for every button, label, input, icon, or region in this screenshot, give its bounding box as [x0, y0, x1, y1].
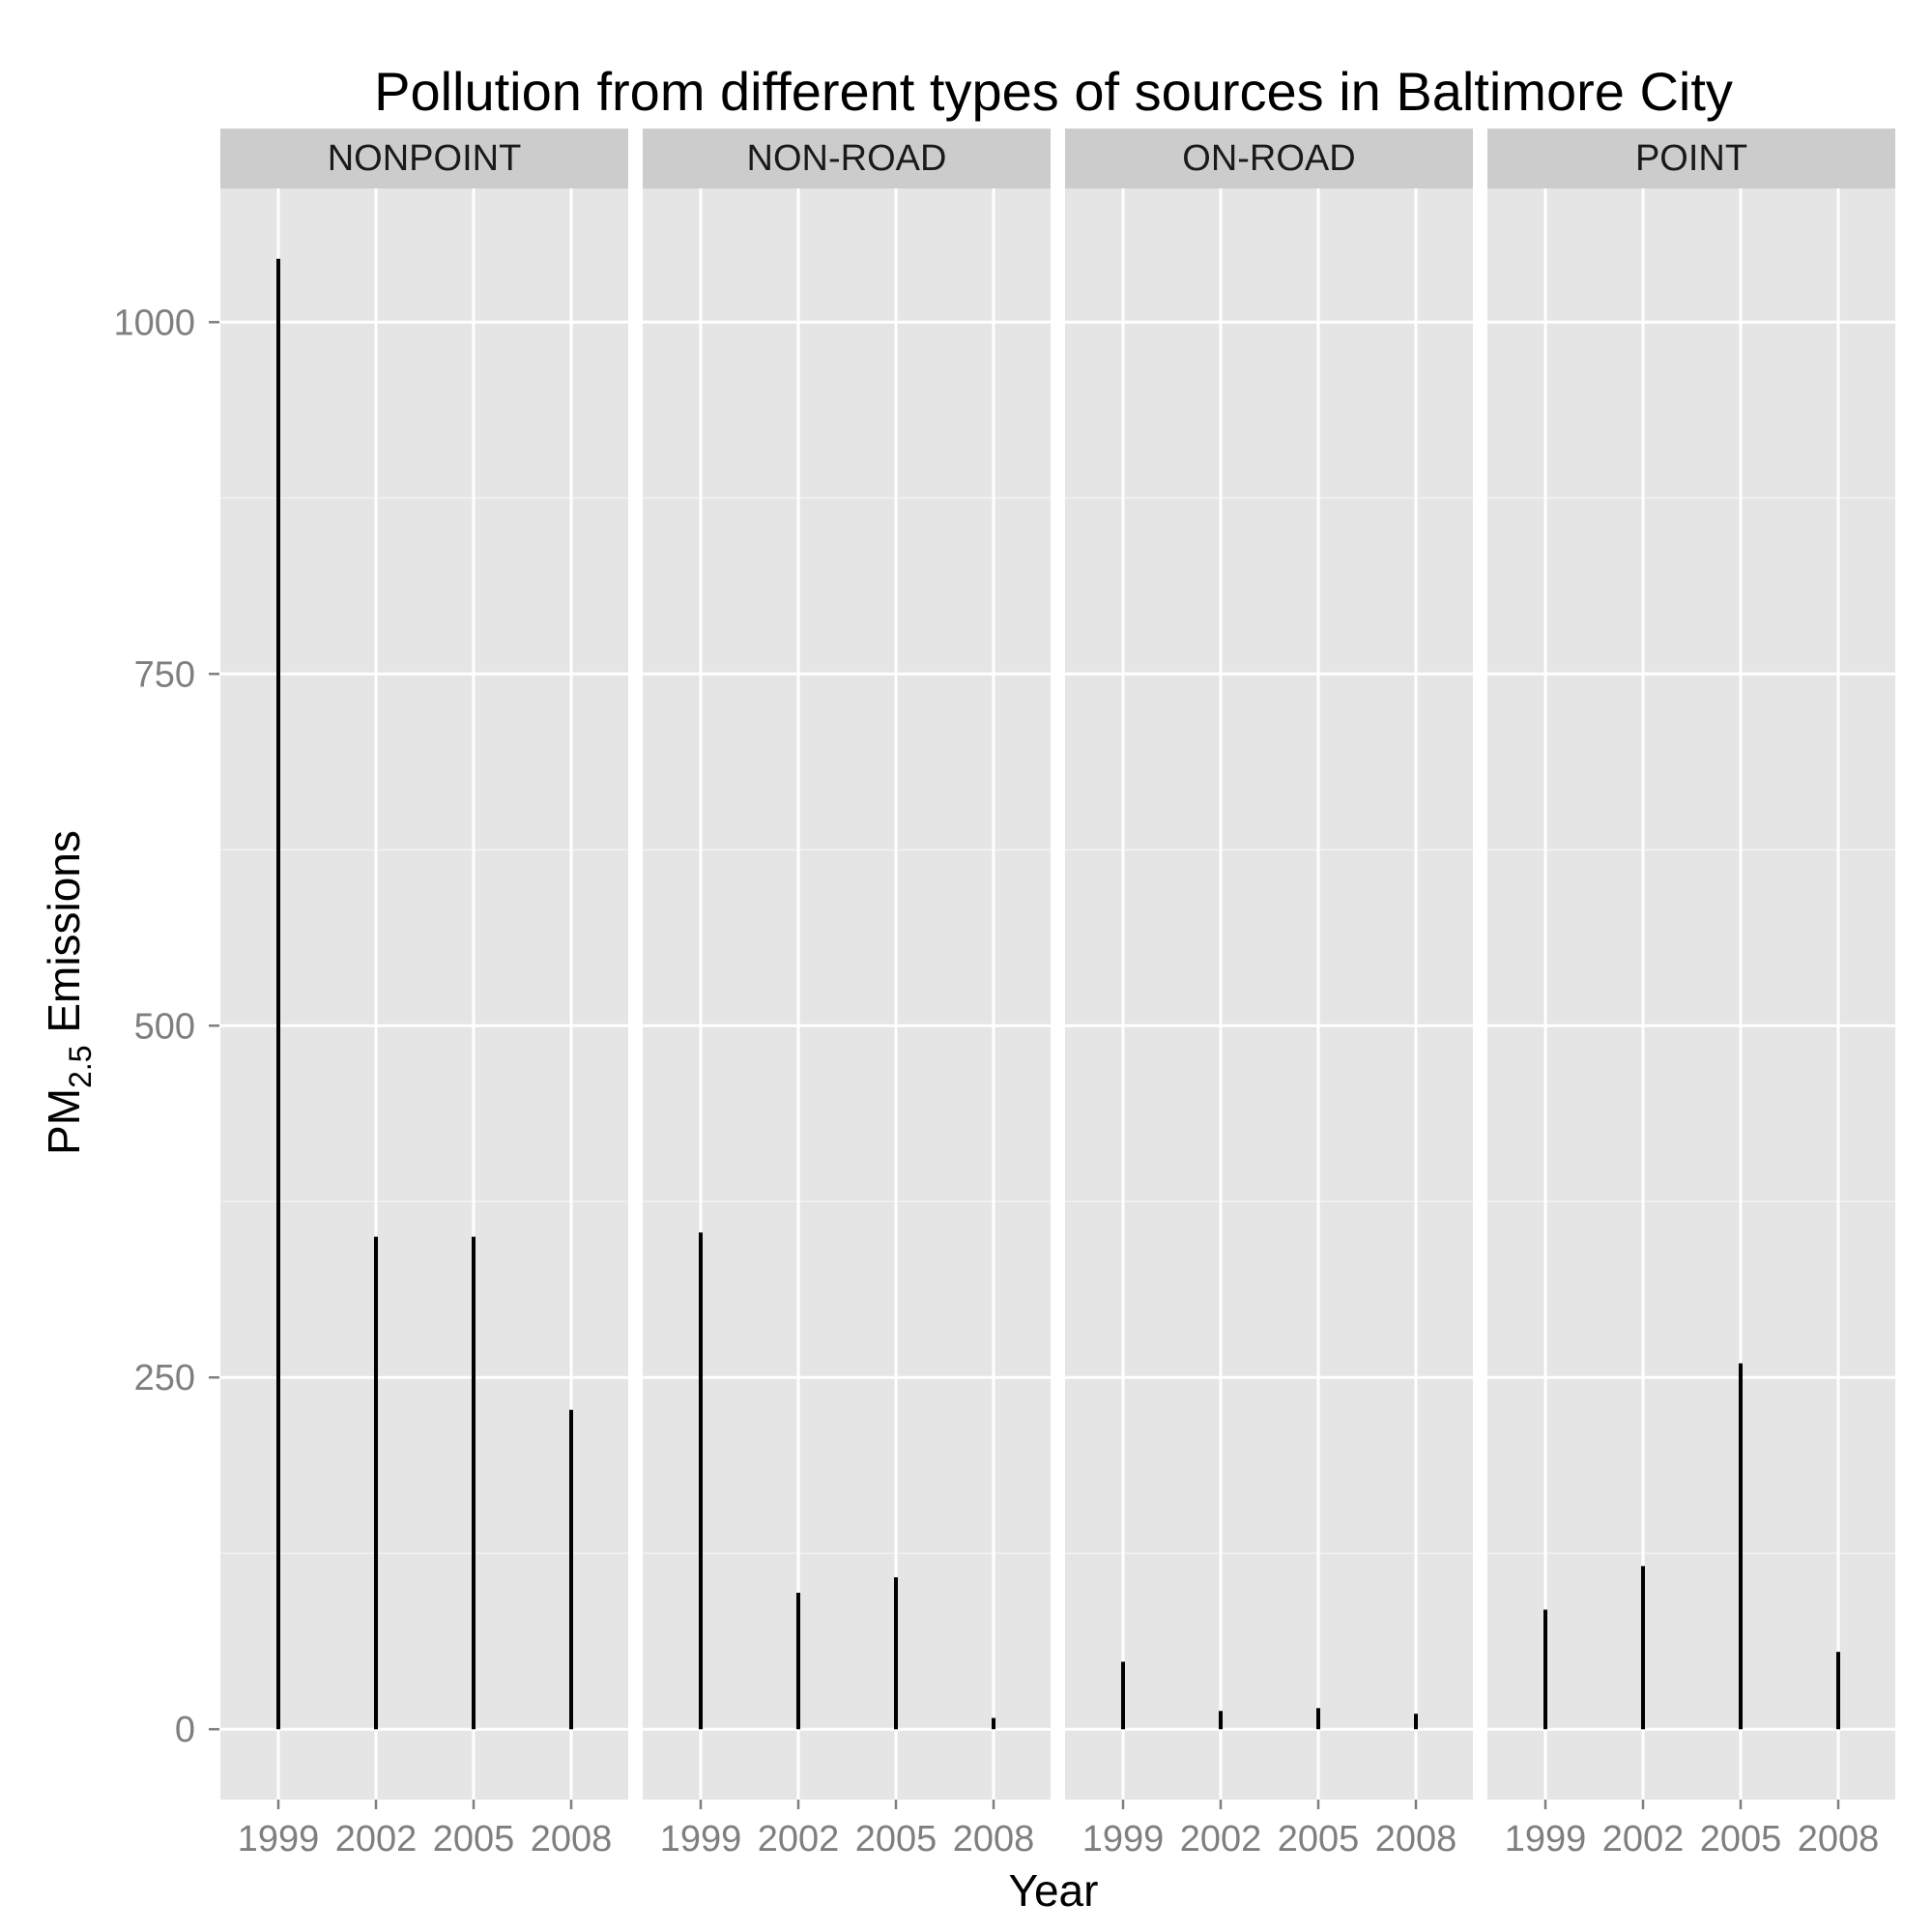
y-axis-label-rest: Emissions [39, 830, 89, 1045]
y-tick-label: 1000 [113, 303, 195, 343]
x-axis-label: Year [1009, 1865, 1099, 1916]
y-tick-label: 500 [134, 1006, 195, 1047]
facet-on-road: ON-ROAD 1999 2002 2005 2008 [1065, 129, 1473, 1860]
x-tick-label: 2002 [758, 1819, 840, 1860]
facet-non-road: NON-ROAD 1999 2002 2005 2008 [643, 129, 1051, 1860]
x-tick-label: 2002 [1602, 1819, 1685, 1860]
facet-strip [1487, 129, 1895, 188]
x-tick-label: 1999 [238, 1819, 320, 1860]
facet-strip-label: POINT [1635, 138, 1747, 179]
facet-point: POINT 1999 2002 2005 2008 [1487, 129, 1895, 1860]
y-axis-label: PM2.5 Emissions [39, 830, 98, 1155]
y-axis-label-subscript: 2.5 [63, 1045, 98, 1087]
y-axis-label-main: PM [39, 1088, 89, 1155]
x-tick-label: 2008 [531, 1819, 613, 1860]
y-tick-label: 250 [134, 1358, 195, 1399]
panel-background [220, 188, 628, 1800]
x-tick-label: 2005 [1700, 1819, 1782, 1860]
x-tick-label: 1999 [1082, 1819, 1165, 1860]
x-tick-label: 1999 [1505, 1819, 1587, 1860]
x-tick-label: 2002 [335, 1819, 418, 1860]
facet-strip [643, 129, 1051, 188]
chart-title: Pollution from different types of source… [374, 61, 1733, 122]
facet-strip [1065, 129, 1473, 188]
panel-background [1065, 188, 1473, 1800]
facet-nonpoint: NONPOINT 1999 2002 2005 2008 [220, 129, 628, 1860]
x-tick-label: 2005 [1278, 1819, 1360, 1860]
x-tick-label: 2005 [433, 1819, 515, 1860]
x-tick-label: 2005 [855, 1819, 937, 1860]
facet-strip-label: NONPOINT [328, 138, 522, 179]
facet-strip-label: ON-ROAD [1182, 138, 1355, 179]
x-tick-label: 2008 [1798, 1819, 1880, 1860]
y-tick-label: 750 [134, 654, 195, 695]
x-tick-label: 2008 [953, 1819, 1035, 1860]
facet-strip-label: NON-ROAD [747, 138, 947, 179]
y-axis: 0 250 500 750 1000 [113, 303, 219, 1750]
x-tick-label: 1999 [660, 1819, 742, 1860]
facet-strip [220, 129, 628, 188]
facet-panels: NONPOINT 1999 2002 2005 2008 NON-ROAD 1999 2002… [220, 129, 1895, 1860]
x-tick-label: 2002 [1180, 1819, 1262, 1860]
x-tick-label: 2008 [1375, 1819, 1457, 1860]
panel-background [1487, 188, 1895, 1800]
y-tick-label: 0 [175, 1710, 195, 1750]
panel-background [643, 188, 1051, 1800]
